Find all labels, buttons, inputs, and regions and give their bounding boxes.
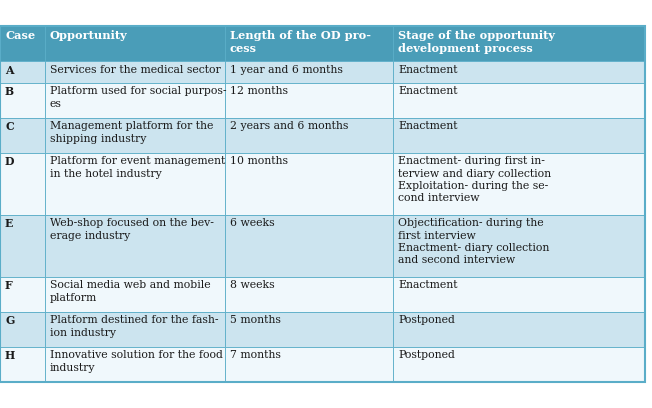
- Bar: [225, 83, 393, 118]
- Bar: [0, 347, 45, 382]
- Text: 6 weeks: 6 weeks: [230, 218, 274, 228]
- Bar: [0, 26, 645, 382]
- Text: Innovative solution for the food
industry: Innovative solution for the food industr…: [50, 350, 223, 373]
- Text: Postponed: Postponed: [398, 350, 455, 360]
- Text: 1 year and 6 months: 1 year and 6 months: [230, 65, 343, 75]
- Bar: [393, 347, 645, 382]
- Text: Management platform for the
shipping industry: Management platform for the shipping ind…: [50, 121, 213, 144]
- Text: Enactment: Enactment: [398, 65, 458, 75]
- Text: Opportunity: Opportunity: [50, 30, 128, 41]
- Text: D: D: [5, 156, 14, 167]
- Text: B: B: [5, 86, 14, 97]
- Text: Postponed: Postponed: [398, 315, 455, 325]
- Bar: [45, 215, 225, 277]
- Text: Case: Case: [5, 30, 35, 41]
- Text: Enactment: Enactment: [398, 280, 458, 290]
- Text: Social media web and mobile
platform: Social media web and mobile platform: [50, 280, 211, 303]
- Bar: [0, 153, 45, 215]
- Bar: [393, 118, 645, 153]
- Text: Enactment: Enactment: [398, 121, 458, 131]
- Text: Enactment: Enactment: [398, 86, 458, 96]
- Text: 10 months: 10 months: [230, 156, 288, 166]
- Bar: [393, 26, 645, 61]
- Bar: [225, 26, 393, 61]
- Bar: [225, 215, 393, 277]
- Text: Web-shop focused on the bev-
erage industry: Web-shop focused on the bev- erage indus…: [50, 218, 214, 241]
- Text: Enactment- during first in-
terview and diary collection
Exploitation- during th: Enactment- during first in- terview and …: [398, 156, 551, 204]
- Bar: [225, 277, 393, 312]
- Bar: [393, 83, 645, 118]
- Text: E: E: [5, 218, 13, 229]
- Bar: [225, 312, 393, 347]
- Text: H: H: [5, 350, 15, 361]
- Bar: [45, 347, 225, 382]
- Bar: [45, 118, 225, 153]
- Bar: [45, 83, 225, 118]
- Bar: [0, 61, 45, 83]
- Text: Services for the medical sector: Services for the medical sector: [50, 65, 221, 75]
- Text: Platform destined for the fash-
ion industry: Platform destined for the fash- ion indu…: [50, 315, 218, 338]
- Text: 12 months: 12 months: [230, 86, 288, 96]
- Bar: [225, 153, 393, 215]
- Bar: [225, 118, 393, 153]
- Bar: [0, 215, 45, 277]
- Bar: [0, 312, 45, 347]
- Bar: [45, 61, 225, 83]
- Text: 7 months: 7 months: [230, 350, 281, 360]
- Text: C: C: [5, 121, 14, 132]
- Bar: [0, 26, 45, 61]
- Text: G: G: [5, 315, 14, 326]
- Text: Platform for event management
in the hotel industry: Platform for event management in the hot…: [50, 156, 225, 179]
- Text: Length of the OD pro-
cess: Length of the OD pro- cess: [230, 30, 371, 54]
- Bar: [45, 153, 225, 215]
- Text: F: F: [5, 280, 13, 291]
- Bar: [0, 118, 45, 153]
- Text: 2 years and 6 months: 2 years and 6 months: [230, 121, 348, 131]
- Text: Platform used for social purpos-
es: Platform used for social purpos- es: [50, 86, 226, 109]
- Text: 5 months: 5 months: [230, 315, 281, 325]
- Bar: [225, 347, 393, 382]
- Bar: [393, 312, 645, 347]
- Text: Objectification- during the
first interview
Enactment- diary collection
and seco: Objectification- during the first interv…: [398, 218, 550, 266]
- Bar: [225, 61, 393, 83]
- Bar: [0, 277, 45, 312]
- Bar: [393, 215, 645, 277]
- Bar: [393, 277, 645, 312]
- Text: 8 weeks: 8 weeks: [230, 280, 274, 290]
- Bar: [45, 26, 225, 61]
- Bar: [45, 312, 225, 347]
- Bar: [45, 277, 225, 312]
- Bar: [0, 83, 45, 118]
- Bar: [393, 61, 645, 83]
- Text: Stage of the opportunity
development process: Stage of the opportunity development pro…: [398, 30, 555, 54]
- Text: A: A: [5, 65, 14, 76]
- Bar: [393, 153, 645, 215]
